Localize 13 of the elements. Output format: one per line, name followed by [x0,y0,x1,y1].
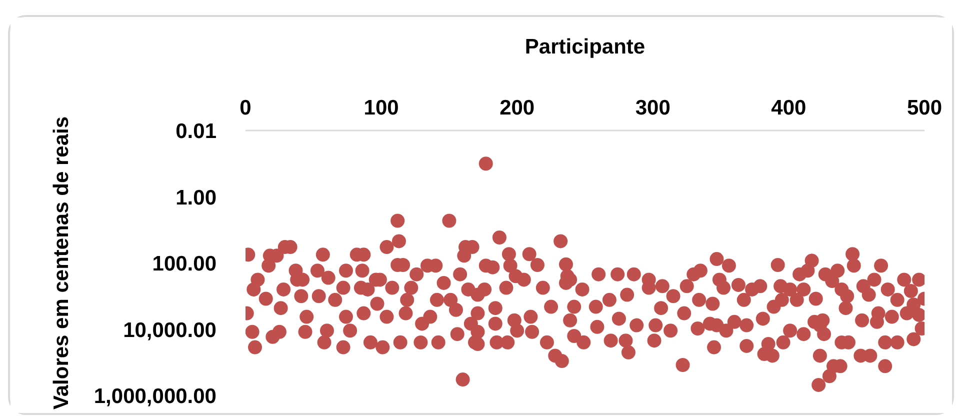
x-tick-label: 400 [771,96,806,120]
x-axis-title: Participante [524,36,646,58]
y-tick-label: 1,000,000.00 [94,385,217,408]
x-tick-label: 300 [635,96,670,120]
x-tick-label: 200 [500,96,535,120]
x-tick-label: 100 [364,96,399,120]
x-tick-label: 500 [906,96,942,120]
y-tick-label: 10,000.00 [123,318,217,342]
y-tick-label: 100.00 [152,252,217,276]
y-tick-label: 1.00 [176,186,217,210]
y-axis-title: Valores em centenas de reais [50,116,73,410]
x-tick-label: 0 [240,96,252,120]
y-tick-label: 0.01 [176,120,217,143]
